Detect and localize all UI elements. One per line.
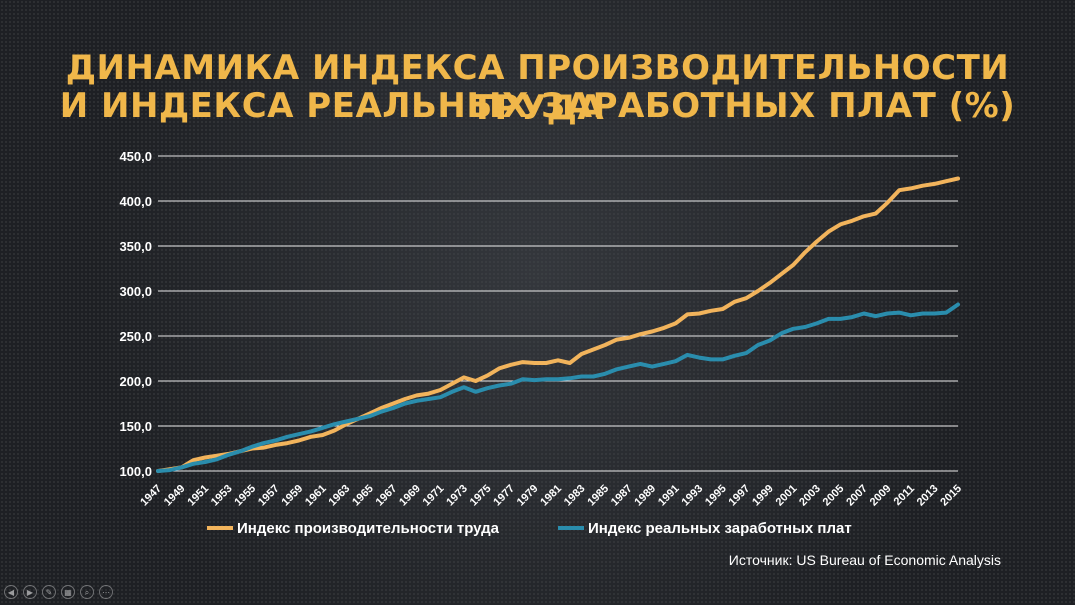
- x-tick-label: 1965: [350, 483, 376, 509]
- x-tick-label: 1953: [209, 483, 235, 509]
- y-tick-label: 100,0: [119, 464, 152, 479]
- x-tick-label: 1981: [538, 483, 564, 509]
- x-tick-label: 1979: [515, 483, 541, 509]
- x-tick-label: 1949: [162, 483, 188, 509]
- x-tick-label: 1963: [327, 483, 353, 509]
- y-tick-label: 200,0: [119, 374, 152, 389]
- x-tick-label: 1983: [562, 483, 588, 509]
- x-tick-label: 2015: [938, 483, 964, 509]
- x-tick-label: 1977: [491, 483, 517, 509]
- series-line-wages: [156, 302, 960, 473]
- zoom-icon[interactable]: ⌕: [80, 585, 94, 599]
- more-icon[interactable]: ⋯: [99, 585, 113, 599]
- legend-item-productivity: Индекс производительности труда: [207, 518, 499, 538]
- x-tick-label: 1975: [468, 483, 494, 509]
- x-tick-label: 1971: [421, 483, 447, 509]
- slides-icon[interactable]: ▦: [61, 585, 75, 599]
- x-tick-label: 1995: [703, 483, 729, 509]
- slideshow-controls: ◀ ▶ ✎ ▦ ⌕ ⋯: [4, 585, 113, 599]
- source-note: Источник: US Bureau of Economic Analysis: [728, 552, 1001, 568]
- x-tick-label: 2007: [844, 483, 870, 509]
- legend-swatch-wages: [558, 526, 584, 530]
- title-line-1: Динамика индекса производительности труд…: [65, 48, 1010, 128]
- x-tick-label: 2001: [774, 483, 800, 509]
- y-tick-label: 350,0: [119, 239, 152, 254]
- x-tick-label: 1999: [750, 483, 776, 509]
- x-tick-label: 1987: [609, 483, 635, 509]
- pen-icon[interactable]: ✎: [42, 585, 56, 599]
- x-tick-label: 2011: [892, 483, 917, 508]
- x-tick-label: 1959: [279, 483, 305, 509]
- legend-label-productivity: Индекс производительности труда: [237, 519, 500, 537]
- x-tick-label: 1961: [303, 483, 329, 509]
- legend-swatch-productivity: [207, 526, 233, 530]
- x-tick-label: 1947: [138, 483, 164, 509]
- y-tick-label: 150,0: [119, 419, 152, 434]
- x-tick-label: 2013: [915, 483, 941, 509]
- x-tick-label: 1997: [727, 483, 753, 509]
- x-tick-label: 1957: [256, 483, 282, 509]
- x-tick-label: 1967: [374, 483, 400, 509]
- x-tick-label: 1993: [679, 483, 705, 509]
- y-tick-label: 250,0: [119, 329, 152, 344]
- prev-slide-icon[interactable]: ◀: [4, 585, 18, 599]
- x-tick-label: 1955: [232, 483, 258, 509]
- x-tick-label: 1985: [585, 483, 611, 509]
- x-tick-label: 1973: [444, 483, 470, 509]
- series-line-productivity: [156, 176, 960, 473]
- y-tick-label: 300,0: [119, 284, 152, 299]
- x-tick-label: 1991: [656, 483, 682, 509]
- y-tick-label: 400,0: [119, 194, 152, 209]
- title-line-2: и индекса реальных заработных плат (%): [59, 86, 1016, 126]
- x-tick-label: 1951: [185, 483, 211, 509]
- next-slide-icon[interactable]: ▶: [23, 585, 37, 599]
- legend-label-wages: Индекс реальных заработных плат: [588, 519, 852, 537]
- legend-item-wages: Индекс реальных заработных плат: [558, 518, 852, 538]
- y-tick-label: 450,0: [119, 149, 152, 164]
- x-tick-label: 2009: [868, 483, 894, 509]
- x-tick-label: 1969: [397, 483, 423, 509]
- x-tick-label: 1989: [632, 483, 658, 509]
- x-tick-label: 2003: [797, 483, 823, 509]
- x-tick-label: 2005: [821, 483, 847, 509]
